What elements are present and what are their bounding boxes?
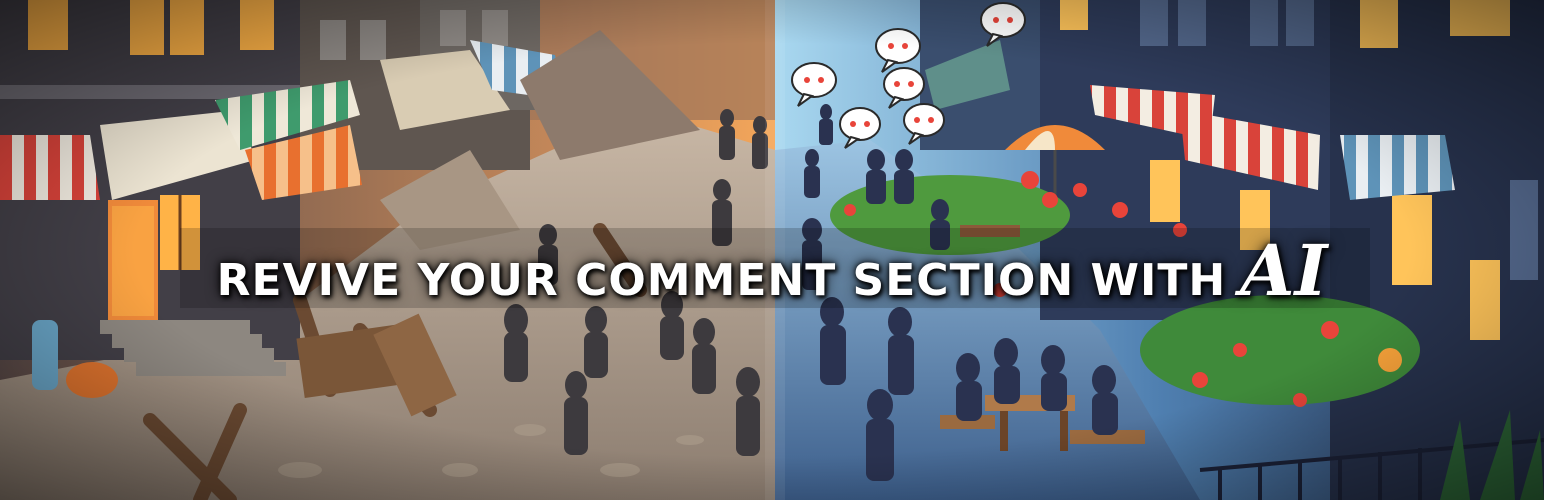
illustration-split-town — [0, 0, 1544, 500]
hero-banner: REVIVE YOUR COMMENT SECTION WITH AI — [0, 0, 1544, 500]
